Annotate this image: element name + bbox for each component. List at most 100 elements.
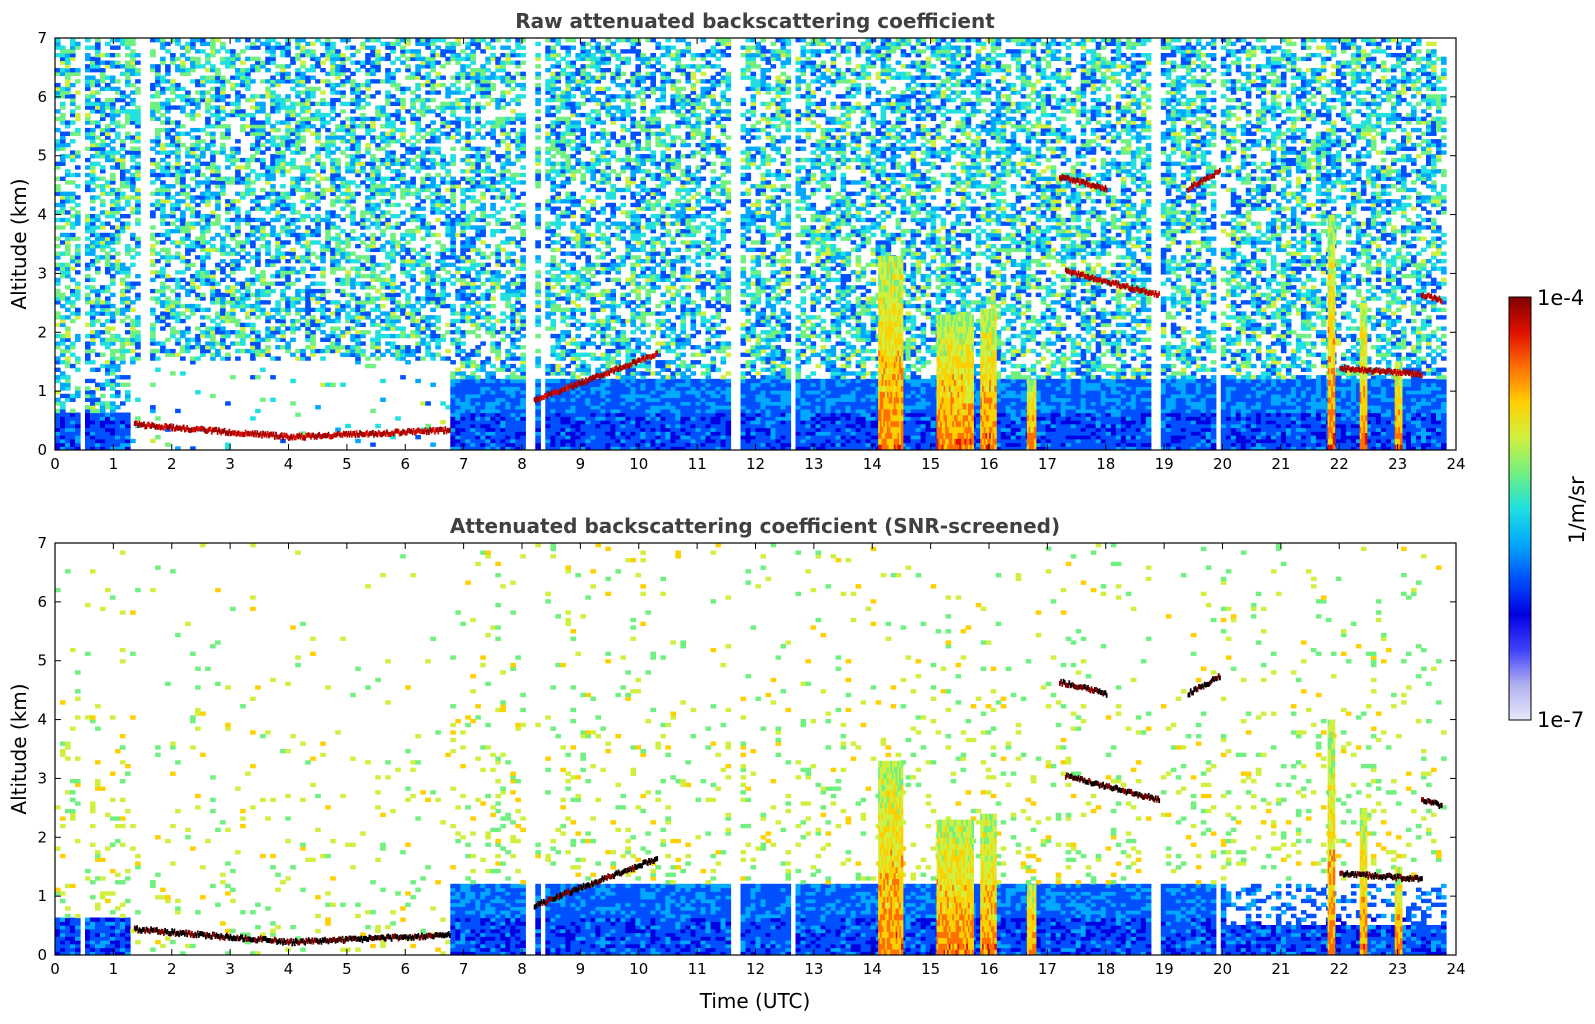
heatmap-cell bbox=[125, 288, 131, 294]
heatmap-cell bbox=[100, 210, 106, 215]
heatmap-cell bbox=[465, 101, 471, 107]
heatmap-cell bbox=[490, 169, 496, 174]
heatmap-cell bbox=[225, 131, 231, 136]
heatmap-cell bbox=[100, 363, 106, 369]
heatmap-cell bbox=[55, 45, 61, 50]
heatmap-cell bbox=[130, 41, 136, 47]
heatmap-cell bbox=[180, 318, 186, 324]
heatmap-cell bbox=[210, 221, 216, 226]
heatmap-cell bbox=[260, 101, 266, 107]
heatmap-cell bbox=[470, 217, 476, 223]
heatmap-cell bbox=[310, 86, 316, 92]
heatmap-cell bbox=[165, 105, 171, 110]
heatmap-cell bbox=[165, 221, 171, 226]
heatmap-cell bbox=[425, 285, 431, 290]
heatmap-cell bbox=[515, 345, 521, 350]
heatmap-cell bbox=[440, 176, 446, 181]
heatmap-cell bbox=[180, 60, 186, 65]
heatmap-cell bbox=[230, 300, 236, 305]
heatmap-cell bbox=[370, 60, 376, 65]
heatmap-cell bbox=[160, 120, 166, 125]
heatmap-cell bbox=[95, 184, 101, 189]
heatmap-cell bbox=[310, 330, 316, 335]
heatmap-cell bbox=[390, 101, 396, 107]
heatmap-cell bbox=[430, 296, 436, 301]
heatmap-cell bbox=[465, 382, 471, 387]
heatmap-cell bbox=[465, 86, 471, 92]
heatmap-cell bbox=[60, 438, 66, 444]
heatmap-cell bbox=[250, 199, 256, 204]
heatmap-cell bbox=[470, 247, 476, 253]
heatmap-cell bbox=[85, 127, 91, 133]
panel-raw: Raw attenuated backscattering coefficien… bbox=[7, 9, 1466, 473]
heatmap-cell bbox=[330, 225, 336, 230]
heatmap-cell bbox=[155, 348, 161, 354]
heatmap-cell bbox=[275, 45, 281, 50]
heatmap-cell bbox=[110, 165, 116, 170]
heatmap-cell bbox=[515, 259, 521, 264]
heatmap-cell bbox=[275, 101, 281, 107]
heatmap-cell bbox=[60, 45, 66, 50]
heatmap-cell bbox=[425, 79, 431, 84]
heatmap-cell bbox=[280, 322, 286, 328]
heatmap-cell bbox=[115, 307, 121, 313]
heatmap-cell bbox=[515, 274, 521, 279]
heatmap-cell bbox=[340, 68, 346, 73]
heatmap-cell bbox=[480, 296, 486, 301]
heatmap-cell bbox=[415, 326, 421, 331]
heatmap-cell bbox=[350, 180, 356, 185]
heatmap-cell bbox=[410, 150, 416, 155]
heatmap-cell bbox=[65, 232, 71, 238]
heatmap-cell bbox=[320, 195, 326, 200]
heatmap-cell bbox=[310, 229, 316, 234]
heatmap-cell bbox=[315, 266, 321, 271]
heatmap-cell bbox=[85, 146, 91, 151]
heatmap-cell bbox=[280, 101, 286, 107]
heatmap-cell bbox=[410, 90, 416, 95]
heatmap-cell bbox=[170, 90, 176, 95]
heatmap-cell bbox=[265, 68, 271, 73]
heatmap-cell bbox=[475, 68, 481, 73]
heatmap-cell bbox=[450, 82, 456, 88]
heatmap-cell bbox=[510, 363, 516, 369]
heatmap-cell bbox=[125, 300, 131, 305]
heatmap-cell bbox=[450, 251, 456, 256]
heatmap-cell bbox=[120, 184, 126, 189]
heatmap-cell bbox=[485, 187, 491, 193]
heatmap-cell bbox=[500, 438, 506, 444]
heatmap-cell bbox=[200, 214, 206, 219]
heatmap-cell bbox=[180, 240, 186, 245]
heatmap-cell bbox=[115, 337, 121, 342]
heatmap-cell bbox=[125, 176, 131, 181]
heatmap-cell bbox=[55, 142, 61, 148]
heatmap-cell bbox=[110, 172, 116, 178]
heatmap-cell bbox=[165, 86, 171, 92]
heatmap-cell bbox=[170, 352, 176, 357]
heatmap-cell bbox=[430, 232, 436, 238]
heatmap-cell bbox=[305, 169, 311, 174]
heatmap-cell bbox=[490, 131, 496, 136]
heatmap-cell bbox=[120, 262, 126, 268]
heatmap-cell bbox=[165, 154, 171, 159]
heatmap-cell bbox=[245, 97, 251, 103]
heatmap-cell bbox=[290, 101, 296, 107]
heatmap-cell bbox=[465, 142, 471, 148]
heatmap-cell bbox=[295, 232, 301, 238]
heatmap-cell bbox=[390, 251, 396, 256]
heatmap-cell bbox=[415, 53, 421, 58]
heatmap-cell bbox=[350, 45, 356, 50]
heatmap-cell bbox=[505, 285, 511, 290]
heatmap-cell bbox=[490, 378, 496, 384]
heatmap-cell bbox=[165, 303, 171, 309]
heatmap-cell bbox=[495, 221, 501, 226]
heatmap-cell bbox=[410, 259, 416, 264]
heatmap-cell bbox=[490, 56, 496, 62]
heatmap-cell bbox=[115, 431, 121, 436]
heatmap-cell bbox=[475, 251, 481, 256]
heatmap-cell bbox=[105, 266, 111, 271]
heatmap-cell bbox=[405, 64, 411, 69]
heatmap-cell bbox=[485, 405, 491, 410]
heatmap-cell bbox=[445, 101, 451, 107]
heatmap-cell bbox=[420, 180, 426, 185]
heatmap-cell bbox=[75, 438, 81, 444]
